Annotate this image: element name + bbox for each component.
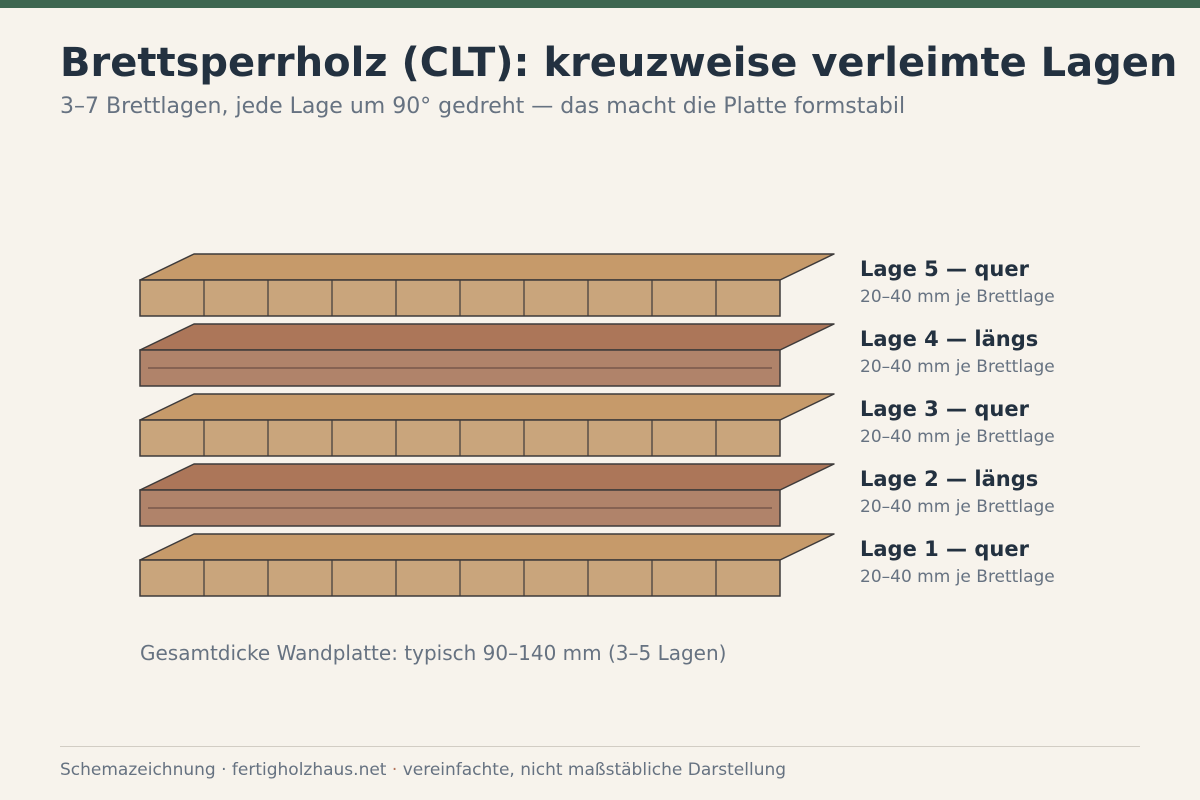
- layer: Lage 2 — längs 20–40 mm je Brettlage: [139, 463, 1055, 527]
- layer-detail: 20–40 mm je Brettlage: [860, 567, 1055, 587]
- layer: Lage 4 — längs 20–40 mm je Brettlage: [139, 323, 1055, 387]
- footer: Schemazeichnung · fertigholzhaus.net · v…: [60, 760, 786, 780]
- layer-detail: 20–40 mm je Brettlage: [860, 357, 1055, 377]
- layer: Lage 3 — quer 20–40 mm je Brettlage: [139, 393, 1055, 457]
- layer-detail: 20–40 mm je Brettlage: [860, 287, 1055, 307]
- footer-disclaimer: vereinfachte, nicht maßstäbliche Darstel…: [402, 760, 787, 780]
- layer-label: Lage 3 — quer: [860, 397, 1030, 421]
- layer: Lage 5 — quer 20–40 mm je Brettlage: [139, 253, 1055, 317]
- layer-label: Lage 5 — quer: [860, 257, 1030, 281]
- layer-label: Lage 1 — quer: [860, 537, 1030, 561]
- footer-separator: ·: [386, 760, 403, 780]
- top-accent-bar: [0, 0, 1200, 8]
- layer-label: Lage 4 — längs: [860, 327, 1038, 351]
- footer-source: Schemazeichnung · fertigholzhaus.net: [60, 760, 387, 780]
- layer-top-face: [139, 533, 835, 561]
- layer: Lage 1 — quer 20–40 mm je Brettlage: [139, 533, 1055, 597]
- layer-top-face: [139, 323, 835, 351]
- page-subtitle: 3–7 Brettlagen, jede Lage um 90° gedreht…: [60, 94, 906, 119]
- layer-detail: 20–40 mm je Brettlage: [860, 497, 1055, 517]
- page-title: Brettsperrholz (CLT): kreuzweise verleim…: [60, 40, 1178, 86]
- layer-top-face: [139, 253, 835, 281]
- layer-detail: 20–40 mm je Brettlage: [860, 427, 1055, 447]
- layer-top-face: [139, 463, 835, 491]
- total-thickness-note: Gesamtdicke Wandplatte: typisch 90–140 m…: [140, 641, 726, 665]
- footer-divider: [60, 746, 1140, 747]
- layer-top-face: [139, 393, 835, 421]
- layer-label: Lage 2 — längs: [860, 467, 1038, 491]
